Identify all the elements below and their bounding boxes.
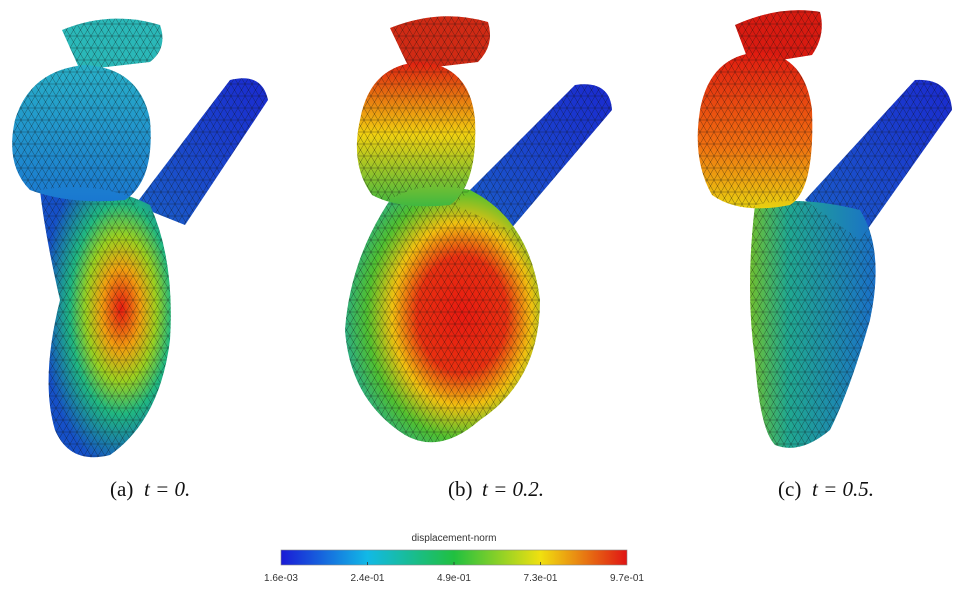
caption-expr: t = 0.2. (482, 477, 544, 501)
caption-label: (c) (778, 477, 801, 501)
heart-b (345, 16, 612, 443)
heart-a (12, 18, 269, 458)
colorbar-tick-label: 2.4e-01 (351, 573, 385, 584)
colorbar-tick-label: 1.6e-03 (264, 573, 298, 584)
caption-expr: t = 0. (144, 477, 190, 501)
heart-c (697, 10, 952, 448)
colorbar-title: displacement-norm (411, 533, 496, 544)
colorbar-ticks: 1.6e-03 2.4e-01 4.9e-01 7.3e-01 9.7e-01 (264, 562, 644, 584)
caption-expr: t = 0.5. (812, 477, 874, 501)
colorbar-tick-label: 9.7e-01 (610, 573, 644, 584)
caption-label: (b) (448, 477, 473, 501)
caption-label: (a) (110, 477, 133, 501)
colorbar-tick-label: 4.9e-01 (437, 573, 471, 584)
colorbar-tick-label: 7.3e-01 (524, 573, 558, 584)
